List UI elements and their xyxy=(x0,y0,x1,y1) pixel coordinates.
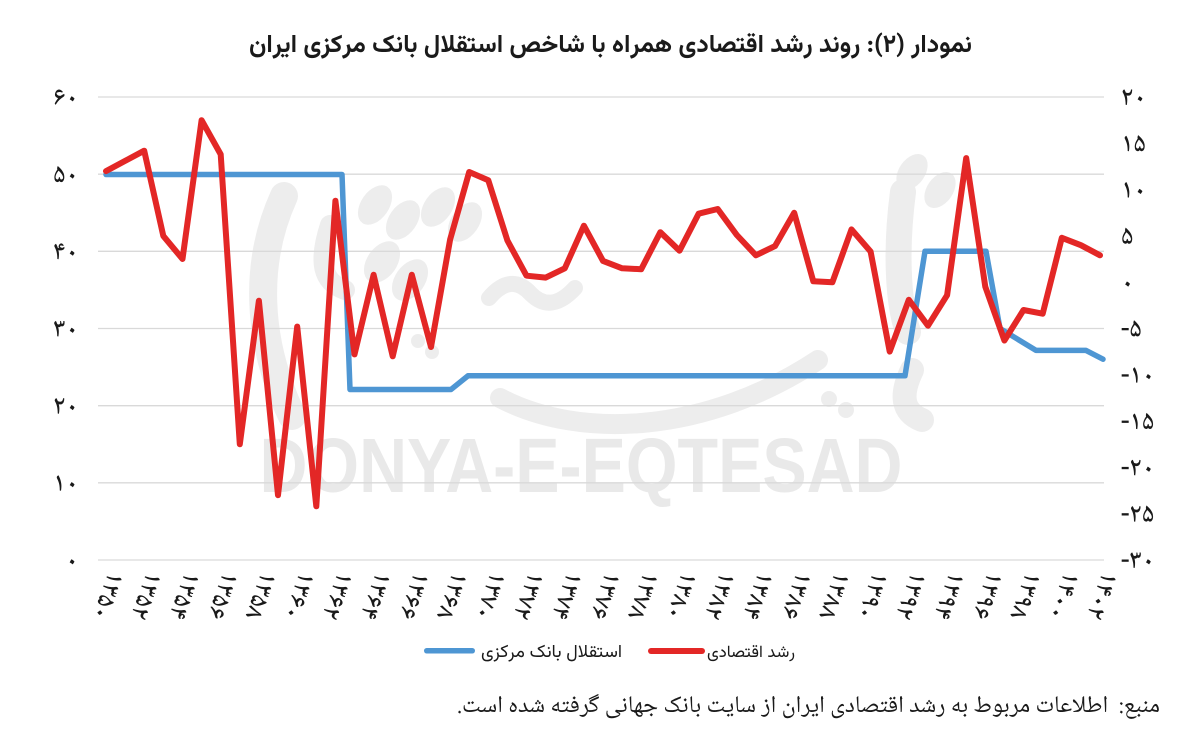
svg-text:DONYA-E-EQTESAD: DONYA-E-EQTESAD xyxy=(260,423,903,509)
